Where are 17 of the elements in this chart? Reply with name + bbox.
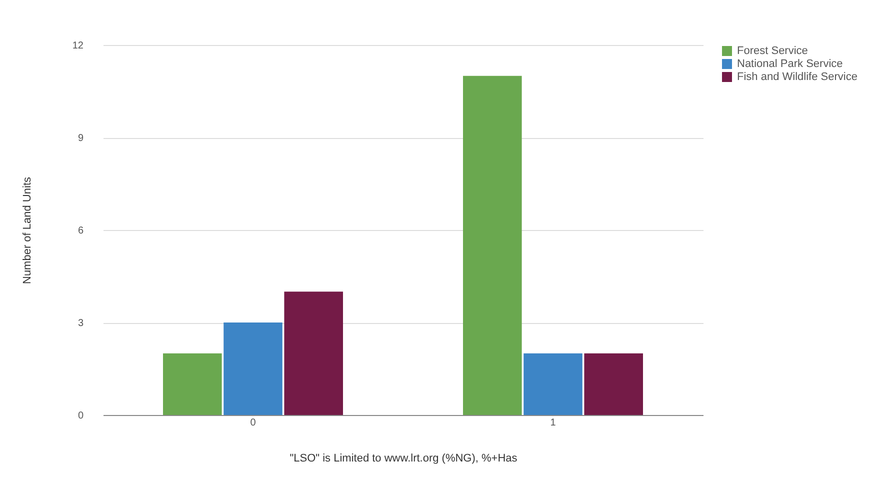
bar [224,322,282,415]
y-tick-label: 9 [78,133,84,144]
bar [163,353,222,415]
legend-label: Fish and Wildlife Service [737,71,858,83]
bar [284,292,343,415]
y-axis-title: Number of Land Units [21,176,34,284]
y-tick-label: 0 [78,410,84,422]
bar [463,76,522,415]
y-tick-label: 12 [72,40,84,52]
bar [584,353,643,415]
x-axis-title: "LSO" is Limited to www.lrt.org (%NG), %+Has [290,452,518,464]
bar [524,353,582,415]
y-tick-label: 6 [78,226,84,236]
legend-label: National Park Service [737,58,843,70]
legend-label: Forest Service [737,45,808,57]
y-tick-label: 3 [78,318,84,329]
x-tick-label: 1 [550,418,556,428]
